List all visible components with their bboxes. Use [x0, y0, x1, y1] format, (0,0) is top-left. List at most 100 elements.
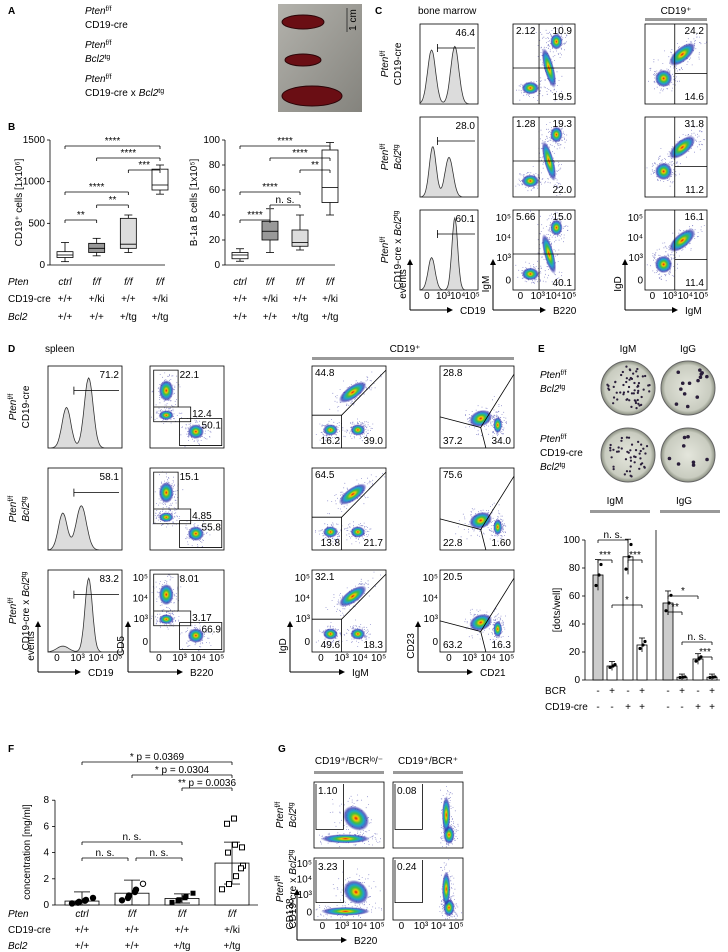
column-header: IgM: [607, 496, 624, 507]
gate-bar: [393, 771, 463, 774]
x-tick-label: 10⁴: [450, 291, 465, 302]
genotype-label: Ptenf/f: [85, 40, 111, 52]
point: [599, 562, 603, 567]
row-cell: +/+: [58, 294, 73, 305]
row-label: Pten: [8, 277, 29, 288]
scale-label: 1 cm: [348, 9, 359, 31]
gate-value: 32.1: [315, 572, 335, 583]
gate-value: 3.17: [192, 613, 212, 624]
density: [158, 512, 174, 523]
panel-letter: A: [8, 6, 15, 17]
row-cell: +/+: [125, 925, 140, 936]
density: [469, 511, 493, 530]
y-tick-label: 40: [569, 619, 581, 630]
gate-value: 39.0: [364, 436, 384, 447]
genotype-part: f/f: [380, 237, 387, 243]
point: [231, 815, 237, 822]
flow-plot: [512, 116, 576, 198]
genotype-part: Pten: [85, 6, 106, 17]
row-cell: f/f: [156, 277, 166, 288]
genotype-part: Pten: [8, 603, 19, 624]
density: [654, 69, 673, 88]
significance: * p = 0.0304: [155, 765, 210, 776]
gate-header: CD19⁺: [661, 6, 692, 17]
flow-plot: [644, 116, 708, 198]
row-cell: f/f: [178, 909, 188, 920]
x-tick-label: 10³: [334, 653, 349, 664]
genotype-part: tg: [393, 210, 400, 216]
row-cell: -: [610, 702, 613, 713]
plot-frame: [311, 467, 387, 551]
row-cell: +: [679, 686, 685, 697]
gate-value: 37.2: [443, 436, 463, 447]
spots: [667, 434, 709, 467]
x-tick-label: 10⁴: [480, 653, 495, 664]
panel-title: spleen: [45, 344, 74, 355]
genotype-part: Pten: [380, 149, 391, 170]
significance: ****: [277, 136, 293, 147]
x-tick-label: 10³: [335, 921, 350, 932]
gate-value: 1.10: [318, 786, 338, 797]
gate-value: 63.2: [443, 640, 463, 651]
y-tick-label: 10⁴: [133, 594, 148, 605]
y-tick-label: 0: [505, 275, 511, 286]
significance: n. s.: [96, 848, 115, 859]
gate: [315, 784, 344, 830]
y-tick-label: 10⁴: [295, 594, 310, 605]
gate: [312, 369, 387, 448]
x-tick-label: 10⁵: [369, 921, 384, 932]
bar: [622, 556, 634, 681]
genotype-part: tg: [393, 144, 400, 150]
x-tick-label: 10⁵: [561, 291, 576, 302]
genotype-label: Ptenf/f: [85, 74, 111, 86]
gate-value: 49.6: [321, 640, 341, 651]
genotype-part: Pten: [380, 56, 391, 77]
y-tick-label: 10⁵: [423, 573, 438, 584]
row-cell: +/+: [233, 312, 248, 323]
gate-value: 19.3: [553, 119, 573, 130]
row-label: CD19-cre: [8, 925, 51, 936]
x-tick-label: 0: [650, 291, 656, 302]
gate-value: 83.2: [100, 574, 120, 585]
y-tick-label: 0: [637, 275, 643, 286]
genotype-part: f/f: [561, 434, 567, 441]
point: [594, 583, 598, 588]
point: [124, 894, 132, 902]
gate-value: 16.3: [492, 640, 512, 651]
row-cell: +/+: [293, 294, 308, 305]
genotype-label: CD19-cre: [540, 448, 583, 459]
point: [219, 886, 225, 893]
gate-value: 19.5: [553, 92, 573, 103]
x-tick-label: 10⁵: [107, 653, 122, 664]
axis-label: [dots/well]: [552, 588, 563, 633]
gate-value: 46.4: [456, 28, 476, 39]
gate-value: 22.0: [553, 185, 573, 196]
density: [323, 526, 338, 538]
point: [226, 881, 232, 888]
y-tick-label: 10⁵: [297, 859, 312, 870]
x-tick-label: 10⁴: [88, 653, 103, 664]
gate-value: 12.4: [192, 409, 212, 420]
point: [613, 663, 617, 667]
plot-frame: [439, 365, 515, 449]
genotype-part: f/f: [106, 74, 112, 81]
genotype-part: CD19-cre: [393, 42, 404, 85]
y-tick-label: 10⁵: [295, 573, 310, 584]
y-tick-label: 10⁵: [133, 573, 148, 584]
significance: n. s.: [688, 632, 707, 643]
genotype-part: Pten: [275, 881, 286, 902]
row-cell: +/+: [58, 312, 73, 323]
gate-bar: [660, 510, 720, 513]
gate: [153, 369, 223, 446]
density: [493, 620, 503, 638]
x-tick-label: 10³: [531, 291, 546, 302]
genotype-label: Ptenf/f: [85, 6, 111, 18]
gate-value: 18.3: [364, 640, 384, 651]
density: [442, 871, 451, 907]
significance: ****: [121, 148, 137, 159]
row-cell: +/+: [75, 941, 90, 952]
